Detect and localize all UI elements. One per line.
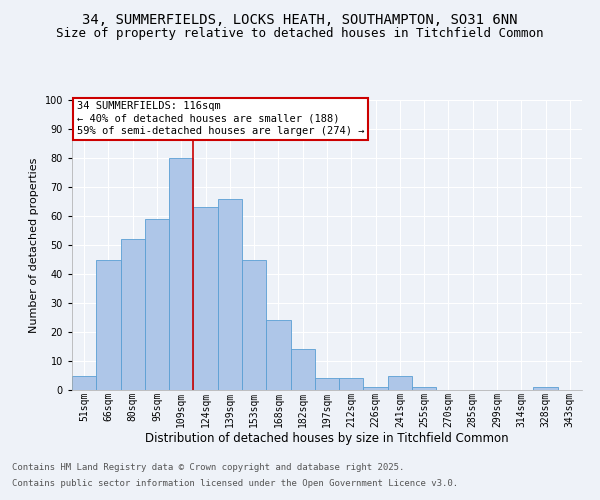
Bar (290, 350, 315, 390)
X-axis label: Distribution of detached houses by size in Titchfield Common: Distribution of detached houses by size … (145, 432, 509, 445)
Bar (266, 320, 290, 390)
Text: Contains HM Land Registry data © Crown copyright and database right 2025.: Contains HM Land Registry data © Crown c… (12, 464, 404, 472)
Bar (121, 239, 145, 390)
Text: 34, SUMMERFIELDS, LOCKS HEATH, SOUTHAMPTON, SO31 6NN: 34, SUMMERFIELDS, LOCKS HEATH, SOUTHAMPT… (82, 12, 518, 26)
Y-axis label: Number of detached properties: Number of detached properties (29, 158, 39, 332)
Bar (218, 198, 242, 390)
Bar (145, 219, 169, 390)
Bar (533, 387, 558, 390)
Bar (242, 260, 266, 390)
Bar (193, 208, 218, 390)
Text: 34 SUMMERFIELDS: 116sqm
← 40% of detached houses are smaller (188)
59% of semi-d: 34 SUMMERFIELDS: 116sqm ← 40% of detache… (77, 102, 365, 136)
Bar (72, 376, 96, 390)
Text: Contains public sector information licensed under the Open Government Licence v3: Contains public sector information licen… (12, 478, 458, 488)
Bar (412, 387, 436, 390)
Bar (339, 378, 364, 390)
Bar (315, 378, 339, 390)
Text: Size of property relative to detached houses in Titchfield Common: Size of property relative to detached ho… (56, 28, 544, 40)
Bar (364, 387, 388, 390)
Bar (96, 260, 121, 390)
Bar (169, 158, 193, 390)
Bar (388, 376, 412, 390)
